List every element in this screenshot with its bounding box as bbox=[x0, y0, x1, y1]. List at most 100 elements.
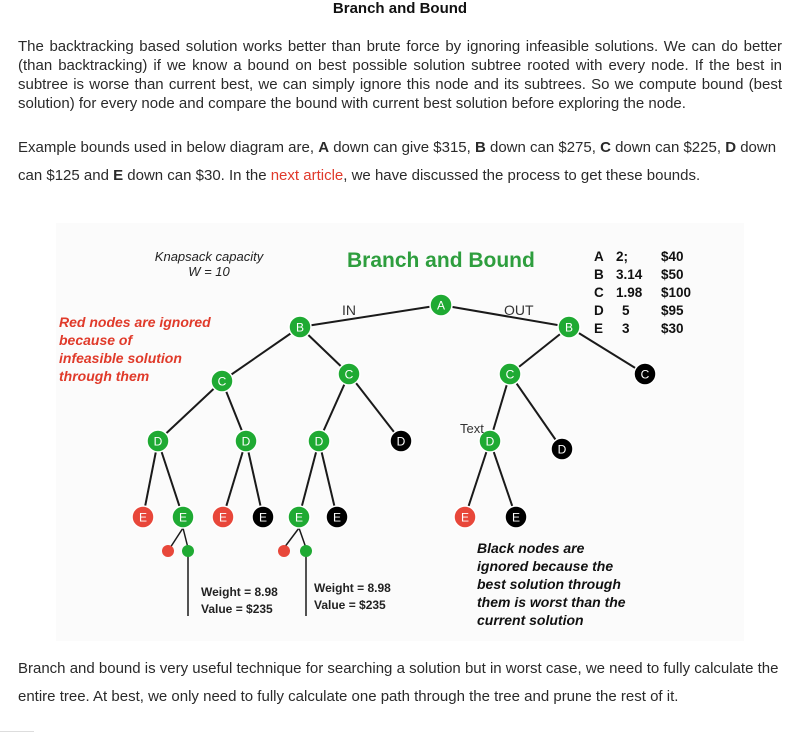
intro-paragraph: The backtracking based solution works be… bbox=[18, 38, 782, 112]
node-label: C bbox=[345, 368, 354, 382]
node-label: E bbox=[179, 511, 187, 525]
black-note-line-4: them is worst than the bbox=[477, 594, 626, 610]
legend-value-d: $95 bbox=[661, 303, 684, 318]
legend-value-a: $40 bbox=[661, 249, 684, 264]
bounds-text-1: Example bounds used in below diagram are… bbox=[18, 139, 319, 156]
diagram-title: Branch and Bound bbox=[347, 249, 535, 272]
node-circle bbox=[251, 505, 275, 529]
in-label: IN bbox=[342, 302, 356, 318]
node-circle bbox=[453, 505, 477, 529]
tree-edge bbox=[221, 326, 301, 382]
node-circle bbox=[550, 437, 574, 461]
legend-row-d: D 5 $95 bbox=[594, 303, 684, 318]
legend-weight-c: 1.98 bbox=[616, 285, 643, 300]
bound-d: D bbox=[725, 139, 737, 156]
node-circle bbox=[287, 505, 311, 529]
tree-edge bbox=[318, 373, 350, 442]
node-circle bbox=[325, 505, 349, 529]
tree-node-e7: E bbox=[453, 505, 477, 529]
node-label: E bbox=[259, 511, 267, 525]
tree-edge bbox=[157, 380, 223, 442]
tree-node-c2: C bbox=[337, 362, 361, 386]
next-article-link[interactable]: next article bbox=[270, 167, 344, 184]
tree-node-d2: D bbox=[234, 429, 258, 453]
bounds-text-6: down can $30. In the bbox=[123, 167, 271, 184]
tree-edge bbox=[509, 373, 563, 450]
path-connector bbox=[283, 527, 300, 549]
tree-node-c1: C bbox=[210, 369, 234, 393]
tree-edge bbox=[489, 440, 517, 518]
tree-node-d6: D bbox=[550, 437, 574, 461]
tree-node-c3: C bbox=[498, 362, 522, 386]
node-circle bbox=[429, 293, 453, 317]
legend-row-b: B 3.14 $50 bbox=[594, 267, 684, 282]
node-label: C bbox=[641, 368, 650, 382]
bounds-paragraph: Example bounds used in below diagram are… bbox=[18, 134, 788, 190]
black-note-line-3: best solution through bbox=[477, 576, 621, 592]
node-circle bbox=[633, 362, 657, 386]
node-label: E bbox=[461, 511, 469, 525]
node-label: D bbox=[486, 435, 495, 449]
tree-node-a: A bbox=[429, 293, 453, 317]
path-connector bbox=[169, 527, 184, 549]
tree-edge bbox=[464, 440, 491, 518]
capacity-line-1: Knapsack capacity bbox=[154, 249, 264, 264]
node-label: E bbox=[333, 511, 341, 525]
node-circle bbox=[131, 505, 155, 529]
tree-edge bbox=[298, 440, 320, 518]
path-connector bbox=[182, 527, 189, 549]
node-circle bbox=[307, 429, 331, 453]
legend-item-b: B bbox=[594, 267, 604, 282]
bounds-text-3: down can $275, bbox=[485, 139, 601, 156]
legend-weight-d: 5 bbox=[622, 303, 630, 318]
bounds-text-5: down can $125 and bbox=[18, 139, 777, 184]
page-title: Branch and Bound bbox=[332, 0, 468, 17]
legend-value-b: $50 bbox=[661, 267, 684, 282]
node-label: D bbox=[397, 435, 406, 449]
bounds-text-7: , we have discussed the process to get t… bbox=[343, 167, 701, 184]
tree-edge bbox=[142, 440, 159, 518]
bound-a: A bbox=[318, 139, 330, 156]
node-circle bbox=[288, 315, 312, 339]
node-label: E bbox=[219, 511, 227, 525]
red-nodes-note: Red nodes are ignored because of infeasi… bbox=[59, 313, 211, 385]
legend-row-c: C 1.98 $100 bbox=[594, 285, 691, 300]
tree-node-d5: D bbox=[478, 429, 502, 453]
weight-value-box-1: Weight = 8.98 Value = $235 bbox=[201, 584, 278, 618]
node-circle bbox=[504, 505, 528, 529]
node-label: D bbox=[315, 435, 324, 449]
tree-edge bbox=[509, 326, 570, 375]
weight-line-1: Weight = 8.98 bbox=[201, 585, 278, 599]
legend-value-c: $100 bbox=[661, 285, 692, 300]
tree-edge bbox=[157, 440, 184, 518]
tree-node-e8: E bbox=[504, 505, 528, 529]
node-circle bbox=[337, 362, 361, 386]
solution-dot bbox=[278, 545, 290, 557]
black-nodes-note: Black nodes are ignored because the best… bbox=[477, 539, 626, 629]
node-label: D bbox=[242, 435, 251, 449]
red-note-line-2: because of bbox=[59, 332, 133, 348]
tree-edge bbox=[318, 440, 338, 518]
black-note-line-2: ignored because the bbox=[477, 558, 614, 574]
node-circle bbox=[557, 315, 581, 339]
tree-node-e4: E bbox=[251, 505, 275, 529]
tree-edge bbox=[222, 440, 247, 518]
node-label: D bbox=[154, 435, 163, 449]
node-circle bbox=[478, 429, 502, 453]
tree-node-b2: B bbox=[557, 315, 581, 339]
legend-row-a: A 2; $40 bbox=[594, 249, 684, 264]
solution-dot bbox=[182, 545, 194, 557]
node-label: E bbox=[295, 511, 303, 525]
tree-node-e5: E bbox=[287, 505, 311, 529]
conclusion-paragraph: Branch and bound is very useful techniqu… bbox=[18, 660, 779, 705]
node-circle bbox=[210, 369, 234, 393]
tree-node-e2: E bbox=[171, 505, 195, 529]
legend-item-c: C bbox=[594, 285, 604, 300]
tree-edge bbox=[299, 304, 442, 328]
out-label: OUT bbox=[504, 302, 534, 318]
node-label: A bbox=[437, 299, 445, 313]
tree-node-d1: D bbox=[146, 429, 170, 453]
weight-value-box-2: Weight = 8.98 Value = $235 bbox=[314, 580, 391, 614]
legend-weight-b: 3.14 bbox=[616, 267, 643, 282]
red-note-line-3: infeasible solution bbox=[59, 350, 182, 366]
